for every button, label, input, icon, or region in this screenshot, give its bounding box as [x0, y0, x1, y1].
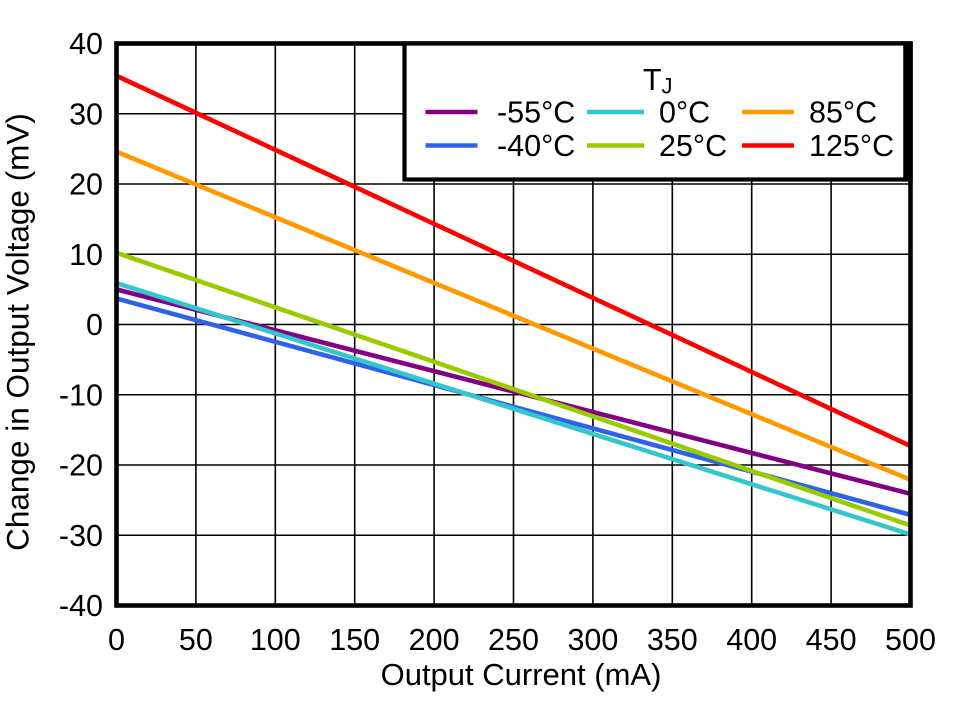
svg-text:400: 400 — [726, 623, 777, 657]
svg-text:100: 100 — [250, 623, 301, 657]
svg-text:Change in Output Voltage (mV): Change in Output Voltage (mV) — [0, 113, 36, 551]
svg-text:-30: -30 — [59, 519, 103, 553]
svg-text:10: 10 — [69, 238, 103, 272]
svg-text:350: 350 — [647, 623, 698, 657]
svg-text:-55°C: -55°C — [497, 96, 575, 130]
svg-text:Output Current (mA): Output Current (mA) — [381, 657, 662, 692]
svg-text:20: 20 — [69, 168, 103, 202]
svg-text:40: 40 — [69, 27, 103, 61]
svg-text:-40°C: -40°C — [497, 129, 575, 163]
svg-text:250: 250 — [488, 623, 539, 657]
svg-text:-40: -40 — [59, 589, 103, 623]
svg-text:500: 500 — [885, 623, 936, 657]
svg-text:200: 200 — [409, 623, 460, 657]
svg-text:-10: -10 — [59, 378, 103, 412]
svg-text:J: J — [662, 74, 673, 99]
svg-text:85°C: 85°C — [809, 96, 877, 130]
svg-text:30: 30 — [69, 97, 103, 131]
svg-text:50: 50 — [179, 623, 213, 657]
svg-text:450: 450 — [806, 623, 857, 657]
svg-text:150: 150 — [329, 623, 380, 657]
svg-text:125°C: 125°C — [809, 129, 894, 163]
svg-text:25°C: 25°C — [659, 129, 727, 163]
svg-text:-20: -20 — [59, 449, 103, 483]
svg-text:0°C: 0°C — [659, 96, 710, 130]
svg-text:T: T — [643, 63, 662, 97]
svg-text:300: 300 — [567, 623, 618, 657]
svg-text:0: 0 — [86, 308, 103, 342]
svg-text:0: 0 — [108, 623, 125, 657]
